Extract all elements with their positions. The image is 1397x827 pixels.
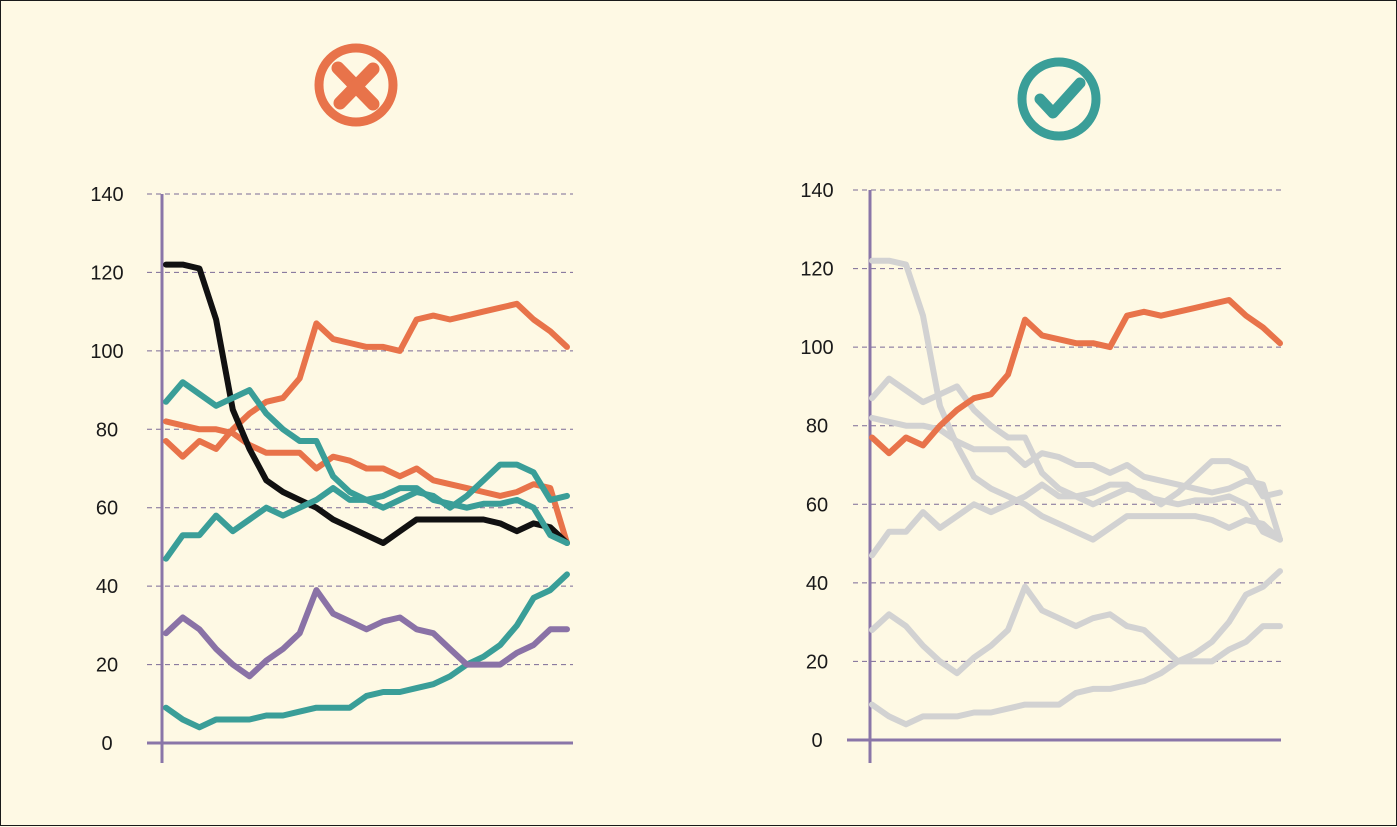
y-tick-label-80: 80 — [96, 419, 118, 441]
y-tick-label-140: 140 — [90, 184, 123, 206]
check-mark-icon — [1034, 77, 1086, 119]
series-line-3 — [163, 261, 570, 546]
series-line-7 — [869, 297, 1283, 457]
series-line-5 — [869, 568, 1283, 728]
good-example-chart: 0 20 40 60 80 100 120 140 — [800, 180, 1283, 763]
check-mark-badge — [1017, 57, 1101, 141]
y-tick-label-40: 40 — [96, 576, 118, 598]
series-line-2 — [163, 418, 570, 546]
series-line-2 — [869, 257, 1283, 543]
y-tick-label-20: 20 — [96, 655, 118, 677]
x-mark-icon — [331, 61, 380, 111]
y-tick-label-60: 60 — [806, 494, 828, 516]
series-line-4 — [163, 379, 570, 511]
y-tick-label-80: 80 — [806, 416, 828, 438]
series-line-3 — [869, 375, 1283, 508]
y-tick-label-0: 0 — [811, 730, 822, 752]
y-tick-label-40: 40 — [806, 573, 828, 595]
y-tick-label-120: 120 — [800, 259, 833, 281]
x-mark-badge — [314, 43, 398, 127]
y-tick-label-140: 140 — [800, 180, 833, 202]
y-tick-label-60: 60 — [96, 498, 118, 520]
y-tick-label-0: 0 — [101, 733, 112, 755]
check-badge-ring — [1017, 57, 1101, 141]
y-tick-label-100: 100 — [90, 341, 123, 363]
series-line-1 — [163, 300, 570, 460]
series-line-6 — [163, 571, 570, 731]
bad-example-chart: 0 20 40 60 80 100 120 140 — [90, 184, 573, 763]
y-tick-label-120: 120 — [90, 262, 123, 284]
series-line-5 — [163, 485, 570, 562]
series-line-7 — [163, 587, 570, 680]
series-line-6 — [869, 583, 1283, 677]
y-tick-label-100: 100 — [800, 337, 833, 359]
x-badge-ring — [314, 43, 398, 127]
series-line-4 — [869, 481, 1283, 559]
y-tick-label-20: 20 — [806, 651, 828, 673]
